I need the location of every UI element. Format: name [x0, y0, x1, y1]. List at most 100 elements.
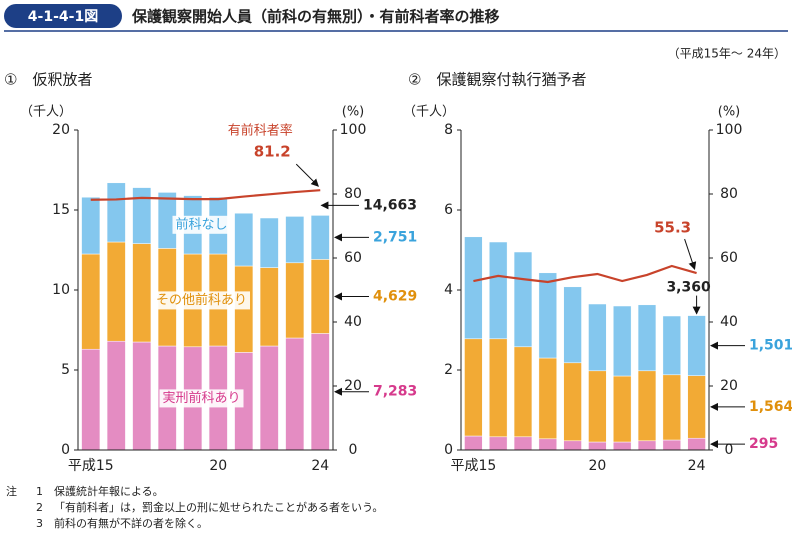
y2-tick-label: 0: [725, 442, 734, 458]
bar-segment: [489, 241, 508, 340]
y2-tick-label: 80: [344, 186, 362, 202]
bar-segment: [662, 439, 681, 451]
note-text: 前科の有無が不詳の者を除く。: [54, 516, 208, 530]
y2-tick-label: 0: [349, 442, 358, 458]
bar-segment: [538, 438, 557, 451]
bar-segment: [687, 315, 706, 376]
y2-tick-label: 40: [344, 314, 362, 330]
y-axis-label: （千人）: [403, 105, 455, 120]
y2-axis-label: (%): [718, 105, 741, 120]
y-axis-label: （千人）: [20, 105, 72, 120]
series-name-bg: [152, 291, 251, 310]
bar-segment: [310, 215, 330, 260]
bar-segment: [687, 375, 706, 439]
line-name: 有前科者率: [228, 123, 293, 139]
y2-tick-label: 40: [720, 314, 738, 330]
series-name: 実刑前科あり: [162, 390, 240, 406]
x-tick-label: 20: [588, 458, 606, 474]
bar-segment: [563, 362, 582, 442]
bar-segment: [538, 272, 557, 359]
bar-segment: [489, 338, 508, 438]
bar-segment: [234, 212, 254, 267]
bar-segment: [132, 243, 152, 343]
x-tick-label: 24: [688, 458, 706, 474]
line: [90, 189, 321, 201]
y2-tick-label: 20: [344, 378, 362, 394]
note-text: 「有前科者」は，罰金以上の刑に処せられたことがある者をいう。: [54, 500, 383, 514]
bar-segment: [489, 436, 508, 451]
data-label: 2,751: [373, 229, 417, 245]
note-number: 2: [36, 501, 43, 514]
bar-segment: [637, 370, 657, 442]
note-prefix: 注: [6, 484, 17, 498]
bar-segment: [563, 286, 582, 364]
bar-segment: [513, 436, 533, 451]
subtitle: ① 仮釈放者: [4, 71, 92, 89]
bar-segment: [613, 375, 632, 443]
bar-segment: [613, 441, 632, 451]
bar-segment: [662, 374, 681, 441]
bar-segment: [464, 338, 483, 437]
y2-tick-label: 100: [340, 122, 367, 138]
series-name: その他前科あり: [156, 292, 247, 308]
bar-segment: [310, 259, 330, 334]
total-label: 14,663: [363, 197, 417, 213]
y2-axis-label: (%): [342, 105, 365, 120]
data-label: 1,564: [749, 399, 792, 415]
bar-segment: [132, 187, 152, 244]
bar-segment: [259, 217, 279, 268]
line: [473, 264, 697, 284]
bar-segment: [81, 348, 101, 451]
x-tick-label: 20: [209, 458, 227, 474]
figure-title: 保護観察開始人員（前科の有無別）・有前科者率の推移: [131, 8, 500, 26]
data-label: 4,629: [373, 288, 417, 304]
series-name-bg: [159, 389, 244, 408]
y2-tick-label: 100: [716, 122, 743, 138]
note-number: 1: [36, 485, 43, 498]
line-arrow: [684, 238, 697, 270]
y-tick-label: 10: [52, 282, 70, 298]
bar-segment: [106, 241, 126, 342]
x-tick-label: 平成15: [68, 458, 114, 474]
bar-segment: [687, 437, 706, 451]
y-tick-label: 2: [444, 362, 453, 378]
y-tick-label: 6: [444, 202, 453, 218]
figure-number: 4-1-4-1図: [28, 9, 98, 25]
y-tick-label: 0: [61, 442, 70, 458]
y2-tick-label: 20: [720, 378, 738, 394]
bar-segment: [285, 216, 305, 264]
bar-segment: [81, 253, 101, 350]
bar-segment: [662, 315, 681, 376]
y-tick-label: 4: [444, 282, 453, 298]
data-label: 295: [749, 436, 778, 452]
y-tick-label: 20: [52, 122, 70, 138]
bar-segment: [613, 305, 632, 377]
bar-segment: [310, 333, 330, 451]
y2-tick-label: 80: [720, 186, 738, 202]
bar-segment: [588, 441, 607, 451]
data-label: 7,283: [373, 384, 417, 400]
bar-segment: [259, 267, 279, 347]
series-name-bg: [172, 215, 231, 234]
x-tick-label: 24: [311, 458, 329, 474]
line-label: 55.3: [654, 219, 691, 237]
bar-segment: [285, 337, 305, 451]
bar-segment: [513, 251, 533, 348]
bar-segment: [259, 345, 279, 451]
bar-segment: [464, 435, 483, 451]
y-tick-label: 5: [61, 362, 70, 378]
bar-segment: [538, 357, 557, 440]
bar-segment: [106, 182, 126, 243]
note-number: 3: [36, 517, 43, 530]
data-label: 1,501: [749, 338, 792, 354]
note-text: 保護統計年報による。: [54, 484, 164, 498]
x-tick-label: 平成15: [450, 458, 496, 474]
bar-segment: [132, 341, 152, 451]
bar-segment: [285, 262, 305, 339]
total-label: 3,360: [666, 280, 711, 296]
y-tick-label: 8: [444, 122, 453, 138]
bar-segment: [563, 440, 582, 451]
bar-segment: [513, 346, 533, 438]
bar-segment: [637, 440, 657, 451]
